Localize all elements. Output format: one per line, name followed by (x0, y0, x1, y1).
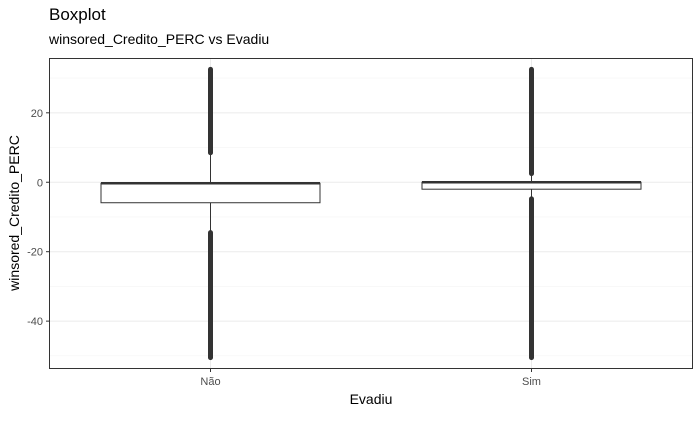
y-axis-title: winsored_Credito_PERC (6, 135, 22, 292)
box-sim (421, 66, 642, 361)
y-tick-label: -20 (27, 247, 43, 259)
iqr-box (100, 182, 321, 204)
x-axis-title: Evadiu (350, 391, 393, 407)
axes-layer: 20 0 -20 -40 Não Sim (27, 108, 541, 388)
y-tick-label: 20 (31, 108, 43, 120)
x-tick-label: Sim (522, 376, 541, 388)
y-tick-label: -40 (27, 316, 43, 328)
y-tick-label: 0 (37, 177, 43, 189)
panel-border (49, 58, 693, 369)
x-tick-label: Não (200, 376, 220, 388)
chart-subtitle: winsored_Credito_PERC vs Evadiu (49, 31, 270, 47)
box-n-o (100, 66, 321, 361)
grid-lines (50, 59, 692, 368)
boxes-layer (100, 66, 642, 361)
chart-title: Boxplot (49, 5, 106, 24)
